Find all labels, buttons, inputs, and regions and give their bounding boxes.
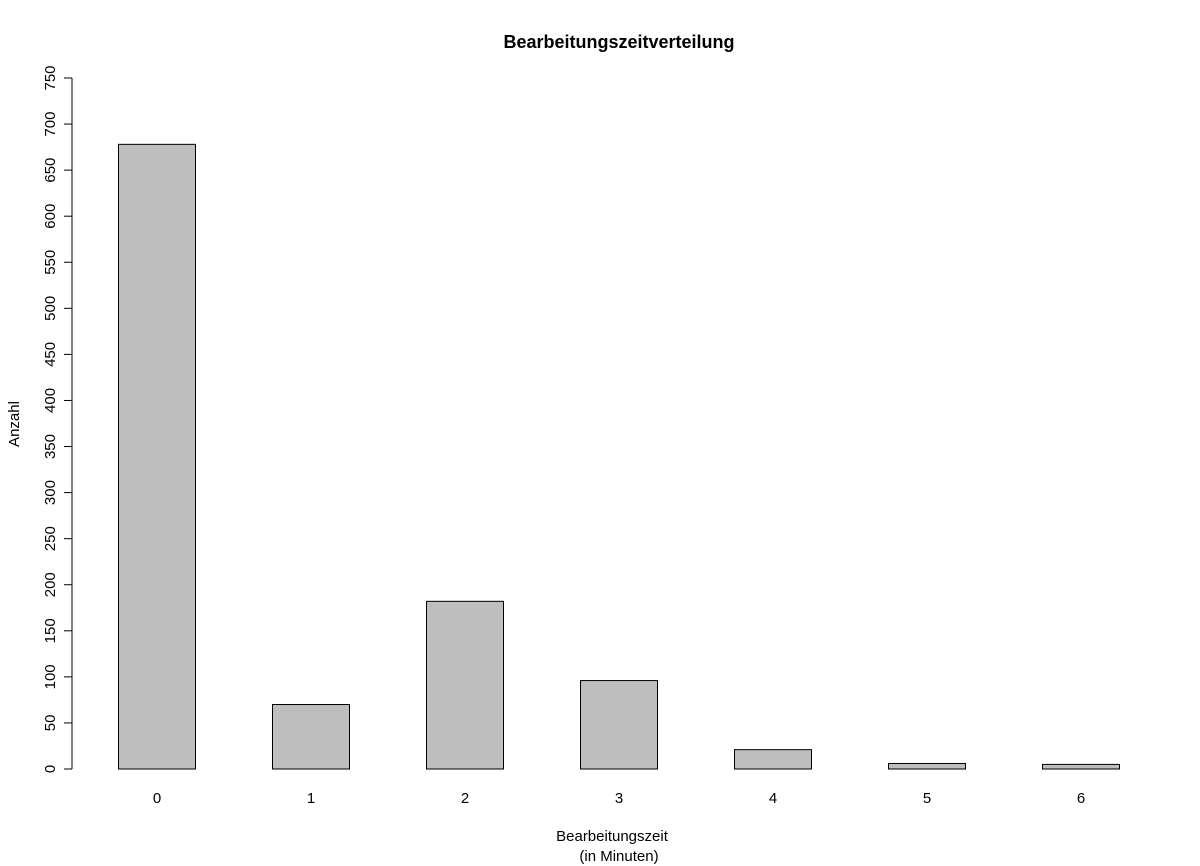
y-tick-label: 750 bbox=[42, 65, 59, 90]
y-tick-label: 450 bbox=[42, 342, 59, 367]
bar-1 bbox=[272, 704, 350, 770]
bar-2 bbox=[426, 600, 504, 770]
y-tick-label: 100 bbox=[42, 664, 59, 689]
bar-4 bbox=[734, 749, 812, 770]
x-tick-label: 4 bbox=[769, 790, 777, 807]
bar-3 bbox=[580, 680, 658, 770]
bars-group bbox=[118, 143, 1120, 770]
x-axis-label: Bearbeitungszeit bbox=[556, 828, 669, 845]
y-tick-label: 650 bbox=[42, 158, 59, 183]
y-tick-label: 200 bbox=[42, 572, 59, 597]
y-tick-label: 550 bbox=[42, 250, 59, 275]
y-tick-label: 400 bbox=[42, 388, 59, 413]
y-tick-label: 700 bbox=[42, 112, 59, 137]
bar-6 bbox=[1042, 763, 1120, 770]
y-axis: 0 50 100 150 200 250 300 350 400 450 500 550 600 650 7… bbox=[42, 65, 73, 773]
x-tick-labels: 0 1 2 3 4 5 6 bbox=[153, 790, 1085, 807]
x-tick-label: 1 bbox=[307, 790, 315, 807]
y-axis-label: Anzahl bbox=[6, 401, 23, 447]
x-tick-label: 2 bbox=[461, 790, 469, 807]
y-tick-label: 50 bbox=[42, 715, 59, 732]
y-tick-label: 350 bbox=[42, 434, 59, 459]
chart-title: Bearbeitungszeitverteilung bbox=[503, 32, 734, 52]
x-tick-label: 0 bbox=[153, 790, 161, 807]
bar-5 bbox=[888, 762, 966, 770]
x-axis-sublabel: (in Minuten) bbox=[579, 848, 658, 865]
x-tick-label: 3 bbox=[615, 790, 623, 807]
y-tick-label: 150 bbox=[42, 618, 59, 643]
bar-0 bbox=[118, 143, 196, 770]
y-tick-label: 600 bbox=[42, 204, 59, 229]
x-tick-label: 6 bbox=[1077, 790, 1085, 807]
y-tick-label: 500 bbox=[42, 296, 59, 321]
x-tick-label: 5 bbox=[923, 790, 931, 807]
y-tick-label: 300 bbox=[42, 480, 59, 505]
y-tick-label: 0 bbox=[42, 765, 59, 773]
y-tick-label: 250 bbox=[42, 526, 59, 551]
